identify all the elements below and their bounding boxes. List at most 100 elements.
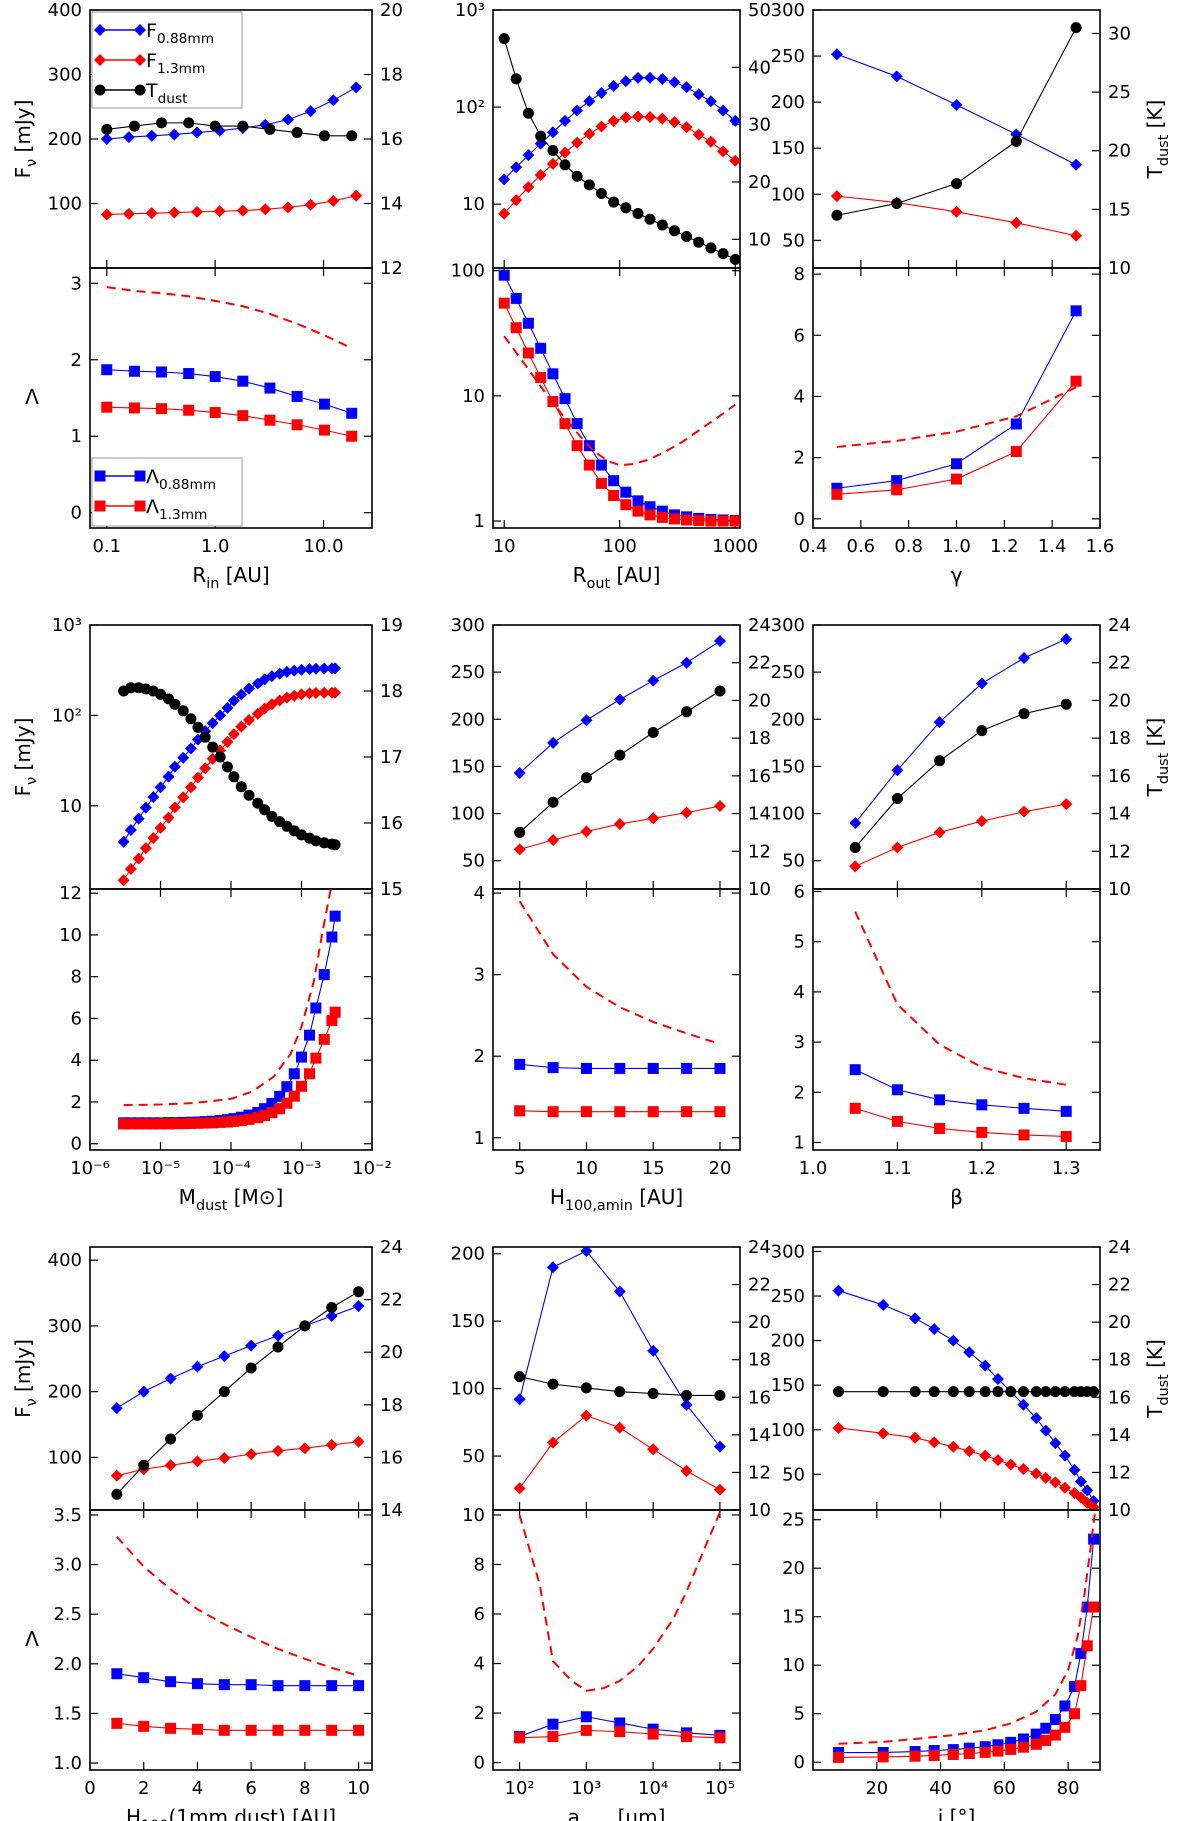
y-right-tick-label: 12 (748, 1462, 771, 1483)
data-point-T_dust-5 (681, 1389, 693, 1401)
y-right-tick-label: 14 (748, 1425, 771, 1446)
series-Lambda_1.3mm (514, 1105, 726, 1118)
data-point-F_1.3mm-17 (704, 135, 717, 148)
data-point-T_dust-1 (547, 796, 559, 808)
data-point-F_1.3mm-27 (318, 686, 331, 699)
data-point-F_0.88mm-6 (713, 635, 726, 648)
data-point-F_0.88mm-10 (1030, 1412, 1043, 1425)
y-right-tick-label: 20 (1108, 141, 1131, 162)
y-right-tick-label: 12 (1108, 841, 1131, 862)
data-point-Lambda_0.88mm-6 (264, 382, 276, 394)
y-left-tick-label: 10³ (455, 0, 485, 21)
y-axis-label: Fν [mJy] (11, 718, 40, 797)
y-bottom-tick-label: 1 (474, 511, 485, 532)
data-point-F_0.88mm-4 (947, 1334, 960, 1347)
data-point-F_0.88mm-0 (513, 767, 526, 780)
y-left-tick-label: 100 (451, 804, 485, 825)
bottom-panel-rin: 0 1 2 3 0.1 1.0 10.0 Λ Rin [AU] Λ0.88mm Λ1.3mm (25, 267, 373, 592)
data-point-F_0.88mm-10 (619, 75, 632, 88)
x-axis-label: H100,amin [AU] (550, 1185, 683, 1214)
data-point-F_0.88mm-6 (162, 770, 175, 783)
bottom-panel-frame (492, 267, 741, 529)
x-tick-label: 1.6 (1086, 536, 1115, 557)
data-point-T_dust-10 (620, 202, 632, 214)
x-tick-label: 1000 (712, 536, 758, 557)
series-T_dust (111, 1286, 365, 1500)
data-point-F_0.88mm-14 (668, 76, 681, 89)
legend-label-Lambda_1.3mm: Λ1.3mm (146, 496, 207, 523)
data-point-Lambda_0.88mm-6 (714, 1062, 726, 1074)
y-right-tick-label: 10 (1108, 879, 1131, 900)
data-point-Lambda_1.3mm-5 (963, 1748, 975, 1760)
top-panel-frame (492, 9, 741, 269)
data-point-F_1.3mm-10 (1030, 1467, 1043, 1480)
y-right-tick-label: 10 (748, 1500, 771, 1521)
series-F_0.88mm (513, 1247, 726, 1453)
series-line-F_0.88mm (519, 1250, 721, 1447)
y-right-tick-label: 16 (748, 1387, 771, 1408)
data-point-F_0.88mm-4 (647, 674, 660, 687)
data-point-F_0.88mm-5 (680, 656, 693, 669)
data-point-F_0.88mm-3 (168, 128, 181, 141)
data-point-T_dust-20 (266, 810, 278, 822)
chart-rout: 10 10² 10³ 10 20 30 40 50 1 10 100 10 100 1000 Rout [A… (451, 0, 771, 592)
data-point-F_0.88mm-1 (124, 823, 137, 836)
data-point-F_1.3mm-5 (680, 806, 693, 819)
data-point-F_1.3mm-19 (729, 154, 740, 167)
x-tick-label: 10.0 (303, 536, 343, 557)
data-point-Lambda_1.3mm-25 (304, 1068, 316, 1080)
data-point-F_1.3mm-17 (1087, 1501, 1100, 1510)
x-tick-label: 0.6 (847, 536, 876, 557)
data-point-T_dust-1 (891, 792, 903, 804)
data-point-Lambda_0.88mm-9 (1017, 1733, 1029, 1745)
top-panel-amax: 50 100 150 200 10 12 14 16 18 20 22 24 (451, 1237, 771, 1521)
data-point-T_dust-7 (169, 698, 181, 710)
x-tick-label: 100 (603, 536, 637, 557)
data-point-F_0.88mm-4 (191, 126, 204, 139)
data-point-F_0.88mm-5 (558, 114, 571, 127)
data-point-T_dust-6 (714, 685, 726, 697)
data-point-Lambda_0.88mm-4 (647, 1062, 659, 1074)
y-right-tick-label: 18 (380, 1395, 403, 1416)
data-point-Lambda_0.88mm-10 (1030, 1728, 1042, 1740)
data-point-F_1.3mm-3 (168, 206, 181, 219)
series-T_dust (118, 682, 341, 851)
data-point-T_dust-7 (291, 127, 303, 139)
data-point-F_0.88mm-5 (1060, 633, 1073, 646)
data-point-F_0.88mm-9 (184, 742, 197, 755)
y-left-tick-label: 10 (462, 194, 485, 215)
data-point-F_1.3mm-4 (191, 205, 204, 218)
y-left-tick-label: 300 (48, 65, 82, 86)
y-left-tick-label: 10² (52, 705, 82, 726)
bottom-panel-rout: 1 10 100 10 100 1000 Rout [AU] (451, 261, 758, 592)
data-point-T_dust-18 (717, 248, 729, 260)
data-point-Lambda_0.88mm-5 (237, 375, 249, 387)
y-left-tick-label: 50 (462, 1446, 485, 1467)
y-right-tick-label: 18 (1108, 728, 1131, 749)
data-point-Lambda_1.3mm-17 (1088, 1601, 1100, 1613)
data-point-T_dust-29 (329, 839, 341, 851)
data-point-Lambda_1.3mm-3 (614, 1726, 626, 1738)
data-point-Lambda_0.88mm-12 (644, 501, 656, 513)
data-point-F_0.88mm-9 (304, 105, 317, 118)
legend-label-Lambda_0.88mm: Λ0.88mm (146, 466, 216, 493)
data-point-Lambda_1.3mm-3 (535, 372, 547, 384)
data-point-Lambda_0.88mm-16 (1081, 1601, 1093, 1613)
x-tick-label: 6 (245, 1778, 256, 1799)
data-point-F_1.3mm-6 (979, 1449, 992, 1462)
series-line-Lambda_0.88mm (854, 1069, 1067, 1112)
data-point-F_1.3mm-18 (717, 145, 730, 158)
data-point-Lambda_1.3mm-7 (291, 419, 303, 431)
legend-marker-F_0.88mm (134, 24, 146, 36)
y-bottom-tick-label: 6 (71, 1008, 82, 1029)
data-point-Lambda_1.3mm-10 (1030, 1738, 1042, 1750)
data-point-T_dust-4 (547, 144, 559, 156)
y-bottom-tick-label: 12 (59, 883, 82, 904)
data-point-Lambda_0.88mm-3 (183, 368, 195, 380)
data-point-F_1.3mm-6 (713, 1483, 726, 1496)
y-bottom-tick-label: 4 (794, 386, 805, 407)
data-point-Lambda_0.88mm-28 (326, 931, 338, 943)
data-point-Lambda_1.3mm-19 (729, 515, 740, 527)
data-point-Lambda_1.3mm-23 (288, 1090, 300, 1102)
x-tick-label: 20 (865, 1778, 888, 1799)
